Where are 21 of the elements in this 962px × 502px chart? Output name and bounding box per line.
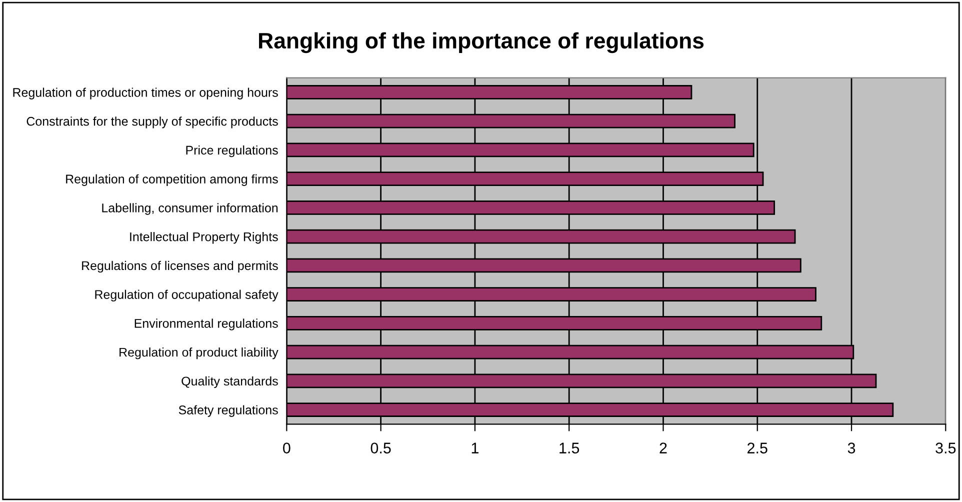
y-tick-label: Constraints for the supply of specific products — [26, 116, 278, 128]
y-tick-label: Safety regulations — [178, 405, 278, 417]
y-tick-label: Regulation of production times or opening hours — [13, 88, 278, 100]
y-tick-label: Labelling, consumer information — [102, 203, 278, 215]
y-tick-label: Quality standards — [182, 376, 278, 388]
y-tick-label: Environmental regulations — [134, 318, 278, 330]
x-tick-label: 3 — [848, 442, 856, 454]
x-tick-label: 0.5 — [370, 442, 391, 454]
x-tick-label: 3.5 — [936, 442, 956, 454]
x-tick-label: 1.5 — [560, 442, 580, 454]
x-tick-label: 2.5 — [748, 442, 768, 454]
y-tick-label: Regulations of licenses and permits — [82, 260, 278, 273]
x-tick-label: 2 — [660, 442, 667, 454]
x-tick-label: 1 — [472, 442, 478, 454]
y-tick-label: Regulation of product liability — [120, 348, 278, 360]
y-tick-label: Regulation of occupational safety — [95, 290, 278, 302]
y-tick-label: Intellectual Property Rights — [130, 232, 278, 244]
chart-title: Rangking of the importance of regulations — [259, 32, 704, 54]
y-tick-label: Price regulations — [186, 145, 278, 158]
x-tick-label: 0 — [283, 442, 290, 454]
y-tick-label: Regulation of competition among firms — [66, 174, 278, 186]
